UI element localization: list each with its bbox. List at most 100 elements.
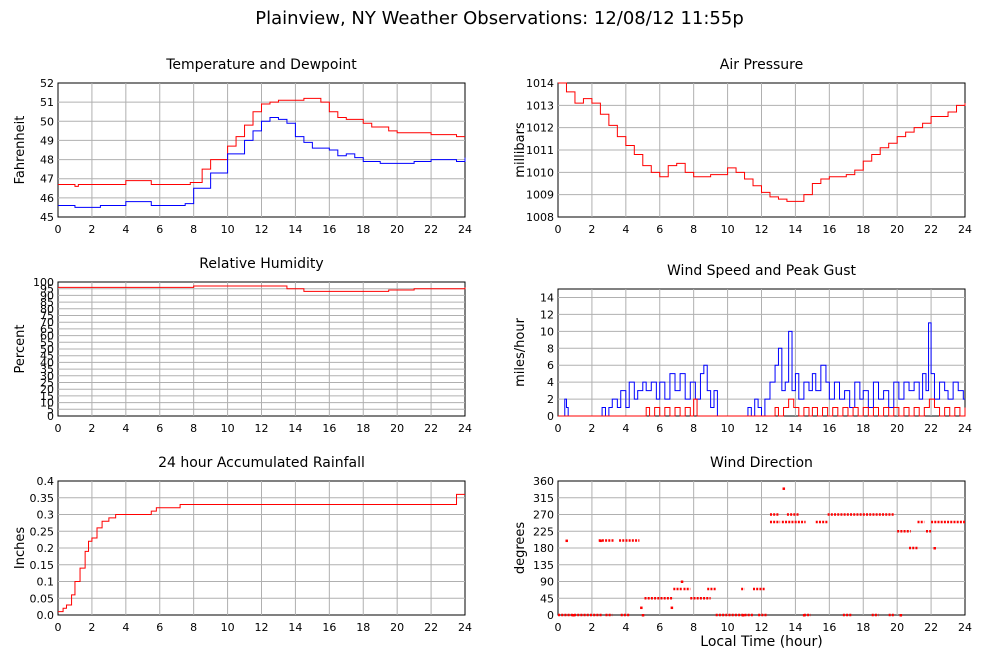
y-tick-label: 25 [40, 377, 54, 390]
y-tick-label: 360 [533, 475, 554, 488]
x-tick-label: 16 [322, 621, 336, 634]
x-tick-label: 24 [958, 422, 972, 435]
y-tick-label: 315 [533, 492, 554, 505]
direction-point [782, 487, 786, 490]
y-axis-label: degrees [513, 522, 528, 575]
y-tick-label: 4 [547, 376, 554, 389]
x-tick-label: 6 [656, 621, 663, 634]
x-tick-label: 20 [390, 422, 404, 435]
x-tick-label: 16 [822, 223, 836, 236]
direction-point [670, 606, 674, 610]
x-tick-label: 12 [755, 223, 769, 236]
x-tick-label: 16 [322, 422, 336, 435]
x-tick-label: 18 [356, 223, 370, 236]
x-tick-label: 22 [424, 422, 438, 435]
y-tick-label: 52 [40, 77, 54, 90]
x-tick-label: 14 [788, 422, 802, 435]
y-tick-label: 90 [40, 289, 54, 302]
y-tick-label: 0.25 [30, 525, 55, 538]
x-tick-label: 10 [721, 422, 735, 435]
y-tick-label: 180 [533, 542, 554, 555]
x-tick-label: 16 [822, 621, 836, 634]
x-tick-label: 14 [288, 621, 302, 634]
y-tick-label: 45 [540, 592, 554, 605]
panel-title: Wind Speed and Peak Gust [667, 263, 856, 279]
y-tick-label: 100 [33, 276, 54, 289]
x-tick-label: 10 [221, 422, 235, 435]
y-tick-label: 10 [540, 325, 554, 338]
x-tick-label: 4 [622, 621, 629, 634]
x-tick-label: 16 [322, 223, 336, 236]
x-tick-label: 24 [958, 621, 972, 634]
x-tick-label: 0 [55, 422, 62, 435]
y-tick-label: 50 [40, 343, 54, 356]
x-tick-label: 20 [890, 422, 904, 435]
x-tick-label: 8 [690, 223, 697, 236]
y-tick-label: 0.2 [37, 542, 55, 555]
x-tick-label: 8 [690, 422, 697, 435]
series-line [558, 398, 966, 417]
x-tick-label: 4 [122, 422, 129, 435]
x-tick-label: 20 [890, 223, 904, 236]
y-tick-label: 90 [540, 576, 554, 589]
direction-point [640, 606, 643, 610]
x-tick-label: 2 [88, 621, 95, 634]
x-tick-label: 18 [356, 422, 370, 435]
series-line [558, 322, 965, 417]
x-tick-label: 18 [856, 621, 870, 634]
x-tick-label: 8 [190, 422, 197, 435]
x-tick-label: 6 [656, 422, 663, 435]
y-axis-label: miles/hour [513, 317, 528, 386]
x-tick-label: 8 [190, 223, 197, 236]
x-tick-label: 0 [555, 621, 562, 634]
x-tick-label: 4 [622, 422, 629, 435]
x-tick-label: 24 [958, 223, 972, 236]
panel-title: Temperature and Dewpoint [165, 57, 357, 73]
y-tick-label: 10 [40, 397, 54, 410]
direction-point [802, 614, 806, 617]
panel-title: 24 hour Accumulated Rainfall [158, 455, 365, 471]
y-tick-label: 46 [40, 192, 54, 205]
x-tick-label: 14 [788, 621, 802, 634]
x-tick-label: 10 [221, 223, 235, 236]
x-tick-label: 0 [555, 223, 562, 236]
y-axis-label: Percent [13, 325, 28, 374]
y-tick-label: 75 [40, 310, 54, 323]
x-tick-label: 14 [288, 223, 302, 236]
x-tick-label: 22 [924, 422, 938, 435]
x-tick-label: 2 [588, 422, 595, 435]
y-tick-label: 1010 [526, 166, 554, 179]
direction-point [680, 580, 684, 583]
x-tick-label: 10 [221, 621, 235, 634]
y-tick-label: 0 [547, 410, 554, 423]
y-tick-label: 0.35 [30, 492, 55, 505]
x-tick-label: 2 [88, 223, 95, 236]
series-line [58, 97, 465, 187]
x-tick-label: 10 [721, 621, 735, 634]
direction-point [565, 539, 568, 543]
series-line [558, 82, 966, 202]
x-tick-label: 16 [822, 422, 836, 435]
x-axis-label: Local Time (hour) [700, 634, 823, 650]
y-tick-label: 70 [40, 316, 54, 329]
y-tick-label: 51 [40, 96, 54, 109]
y-axis-label: Fahrenheit [13, 116, 28, 185]
y-tick-label: 0.4 [37, 475, 55, 488]
x-tick-label: 4 [122, 223, 129, 236]
direction-point [933, 547, 936, 550]
x-tick-label: 2 [88, 422, 95, 435]
x-tick-label: 6 [156, 422, 163, 435]
y-tick-label: 65 [40, 323, 54, 336]
series-line [58, 116, 466, 208]
y-tick-label: 6 [547, 359, 554, 372]
y-tick-label: 95 [40, 283, 54, 296]
x-tick-label: 14 [288, 422, 302, 435]
x-tick-label: 6 [156, 621, 163, 634]
x-tick-label: 12 [255, 422, 269, 435]
y-tick-label: 8 [547, 342, 554, 355]
y-tick-label: 0.05 [30, 592, 55, 605]
x-tick-label: 22 [924, 621, 938, 634]
y-tick-label: 1008 [526, 211, 554, 224]
y-tick-label: 135 [533, 559, 554, 572]
y-axis-label: Inches [13, 527, 28, 569]
